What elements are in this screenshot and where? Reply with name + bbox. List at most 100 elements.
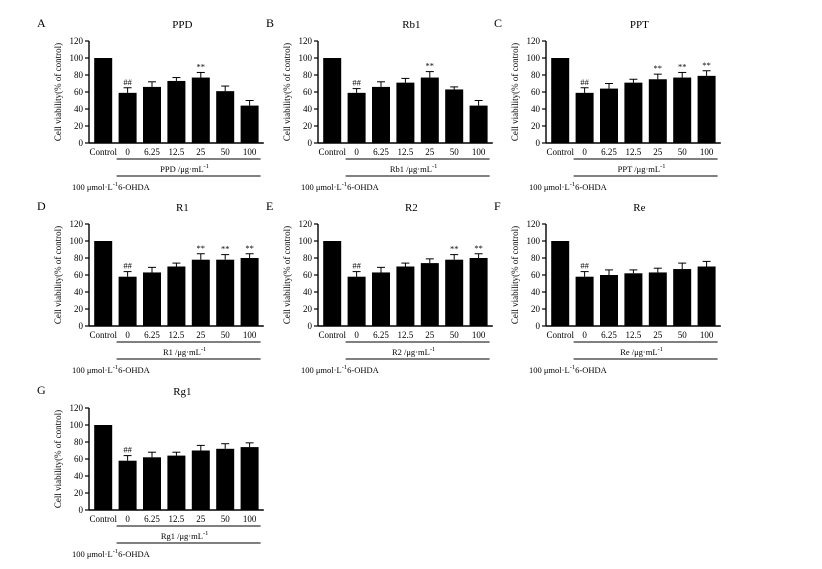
y-tick-label: 0 [536,321,541,331]
x-tick-label: 6.25 [373,330,389,340]
x-tick-label: 25 [196,147,206,157]
bar-Control [94,58,113,143]
bar-0 [118,276,137,326]
bar-50 [216,448,235,510]
x-tick-label: Control [546,147,574,157]
bar-50 [445,259,464,326]
significance-mark: ** [197,243,206,253]
x-tick-label: 25 [653,147,663,157]
y-tick-label: 60 [74,87,84,97]
x-tick-label: 6.25 [601,330,617,340]
y-tick-label: 80 [74,253,84,263]
bar-100 [240,105,259,143]
y-tick-label: 100 [70,236,84,246]
chart-panel-g: G Rg1 0 20 40 60 80 100 120 Cell viability(% of c… [37,383,264,559]
bar-Control [323,241,342,326]
bar-6.25 [600,275,618,326]
bar-0 [118,460,137,510]
x-tick-label: Control [89,330,117,340]
x-tick-label: 50 [221,514,231,524]
panel-letter: F [494,199,501,213]
bar-100 [240,447,259,510]
x-tick-label: 100 [472,330,486,340]
y-tick-label: 100 [299,236,313,246]
panel-title: PPT [630,19,649,31]
y-tick-label: 120 [299,36,313,46]
y-tick-label: 0 [536,138,541,148]
ohda-label: 100 μmol·L-16-OHDA [529,364,608,375]
bar-50 [216,259,235,326]
y-axis-label: Cell viability(% of control) [53,226,63,324]
dose-label: Re /μg·mL-1 [620,346,663,357]
bar-50 [673,77,692,143]
bar-12.5 [167,455,186,510]
panel-letter: G [37,383,46,397]
ohda-label-suffix: 6-OHDA [118,549,150,559]
x-tick-label: 50 [221,330,231,340]
bar-25 [191,259,210,326]
bar-100 [697,75,716,143]
x-tick-label: 100 [243,330,257,340]
chart-panel-d: D R1 0 20 40 60 80 100 120 Cell viability(% of co… [37,199,264,375]
y-tick-label: 100 [527,53,541,63]
ohda-label-suffix: 6-OHDA [575,182,607,192]
y-tick-label: 40 [303,287,313,297]
bar-25 [191,77,210,143]
x-tick-label: 25 [653,330,663,340]
x-tick-label: 0 [125,147,130,157]
y-axis-label: Cell viability(% of control) [53,43,63,141]
significance-mark: ** [221,244,230,254]
panel-letter: D [37,199,46,213]
x-tick-label: 25 [425,147,435,157]
bar-50 [673,269,692,326]
x-tick-label: 100 [472,147,486,157]
dose-label: Rg1 /μg·mL-1 [161,530,209,541]
bar-0 [118,92,137,143]
ohda-label-suffix: 6-OHDA [118,182,150,192]
ohda-label: 100 μmol·L-16-OHDA [72,364,151,375]
x-tick-label: 12.5 [169,330,185,340]
y-tick-label: 20 [74,121,84,131]
ohda-label: 100 μmol·L-16-OHDA [529,181,608,192]
bar-25 [648,272,667,326]
x-tick-label: 6.25 [144,147,160,157]
bar-12.5 [396,82,415,143]
y-tick-label: 120 [70,219,84,229]
bar-6.25 [143,86,161,143]
bar-12.5 [624,82,643,143]
x-tick-label: 50 [221,147,231,157]
x-tick-label: 0 [582,147,587,157]
dose-label: PPT /μg·mL-1 [618,163,666,174]
significance-mark: ## [352,261,361,271]
y-tick-label: 40 [74,104,84,114]
chart-panel-b: B Rb1 0 20 40 60 80 100 120 Cell viability(% of c… [266,16,493,192]
ohda-label-superscript: -1 [570,181,575,188]
panel-title: PPD [172,19,192,31]
ohda-label-superscript: -1 [113,181,118,188]
y-tick-label: 0 [308,321,313,331]
y-tick-label: 80 [531,70,541,80]
y-tick-label: 40 [531,104,541,114]
bar-Control [323,58,342,143]
panel-title: Rb1 [402,19,420,31]
bar-Control [551,58,570,143]
ohda-label-suffix: 6-OHDA [118,365,150,375]
x-tick-label: 0 [354,330,359,340]
significance-mark: ** [654,63,663,73]
y-tick-label: 100 [70,53,84,63]
dose-label-superscript: -1 [658,346,663,353]
y-tick-label: 0 [79,505,84,515]
dose-label: Rb1 /μg·mL-1 [390,163,438,174]
ohda-label-suffix: 6-OHDA [575,365,607,375]
y-tick-label: 60 [303,87,313,97]
y-tick-label: 20 [74,488,84,498]
x-tick-label: 6.25 [144,514,160,524]
bar-0 [347,92,366,143]
y-axis-label: Cell viability(% of control) [282,43,292,141]
panel-title: Rg1 [173,386,191,398]
x-tick-label: 12.5 [398,330,414,340]
bar-6.25 [372,272,390,326]
ohda-label-superscript: -1 [342,181,347,188]
x-tick-label: 6.25 [373,147,389,157]
y-tick-label: 0 [79,138,84,148]
